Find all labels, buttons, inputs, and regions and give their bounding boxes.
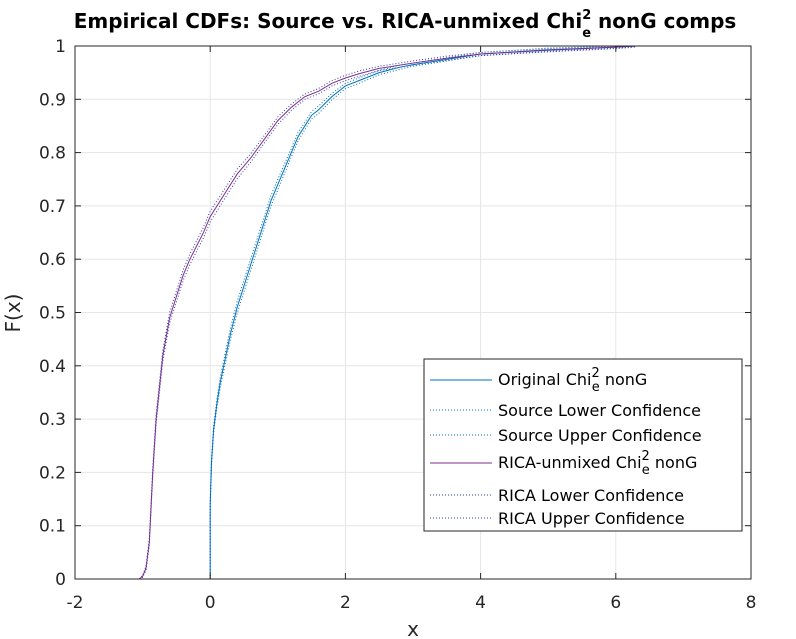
chart-title-prefix: Empirical CDFs: Source vs. RICA-unmixed … (74, 9, 583, 33)
series-line-5 (138, 45, 637, 580)
y-tick-label: 0.2 (39, 463, 66, 483)
x-tick-label: 0 (205, 593, 216, 613)
y-tick-label: 0.1 (39, 517, 66, 537)
legend-entry-source-upper: Source Upper Confidence (498, 426, 702, 445)
legend-entry-source-lower: Source Lower Confidence (498, 401, 701, 420)
series-line-1 (209, 46, 637, 579)
x-tick-label: 4 (475, 593, 486, 613)
x-tick-label: 8 (746, 593, 757, 613)
y-tick-label: 1 (55, 37, 66, 57)
chart-title-sub: e (582, 26, 591, 41)
legend: Original Chi2 e nonG Source Lower Confide… (423, 358, 743, 532)
y-tick-label: 0.8 (39, 144, 66, 164)
legend-original-sup: 2 (591, 366, 599, 381)
chart-title-suffix: nonG comps (591, 9, 736, 33)
x-tick-label: 6 (610, 593, 621, 613)
legend-original-sub: e (592, 380, 600, 395)
y-tick-label: 0.3 (39, 410, 66, 430)
chart-title: Empirical CDFs: Source vs. RICA-unmixed … (74, 8, 737, 41)
ticks: -2 0 2 4 6 800.10.20.30.40.50.60.70.80.91 (39, 37, 756, 613)
series-layer (138, 45, 637, 580)
y-tick-label: 0.6 (39, 250, 66, 270)
y-tick-label: 0.4 (39, 357, 66, 377)
legend-entry-rica-lower: RICA Lower Confidence (498, 486, 684, 505)
x-tick-label: 2 (340, 593, 351, 613)
legend-original-prefix: Original Chi (498, 370, 591, 389)
y-tick-label: 0.9 (39, 90, 66, 110)
legend-entry-rica: RICA-unmixed Chi2 e nonG (498, 449, 697, 478)
series-line-3 (138, 45, 637, 580)
legend-original-suffix: nonG (600, 370, 648, 389)
legend-rica-prefix: RICA-unmixed Chi (498, 453, 642, 472)
y-tick-label: 0.5 (39, 304, 66, 324)
legend-box (423, 358, 743, 532)
y-tick-label: 0 (55, 570, 66, 590)
legend-rica-sub: e (642, 463, 650, 478)
x-axis-label: x (407, 617, 419, 639)
chart-title-sup: 2 (582, 8, 591, 23)
legend-rica-suffix: nonG (650, 453, 698, 472)
series-line-0 (209, 45, 637, 579)
legend-entry-rica-upper: RICA Upper Confidence (498, 509, 685, 528)
y-tick-label: 0.7 (39, 197, 66, 217)
legend-entry-original: Original Chi2 e nonG (498, 366, 647, 395)
legend-rica-sup: 2 (642, 449, 650, 464)
x-tick-label: -2 (67, 593, 84, 613)
y-axis-label: F(x) (1, 294, 25, 333)
